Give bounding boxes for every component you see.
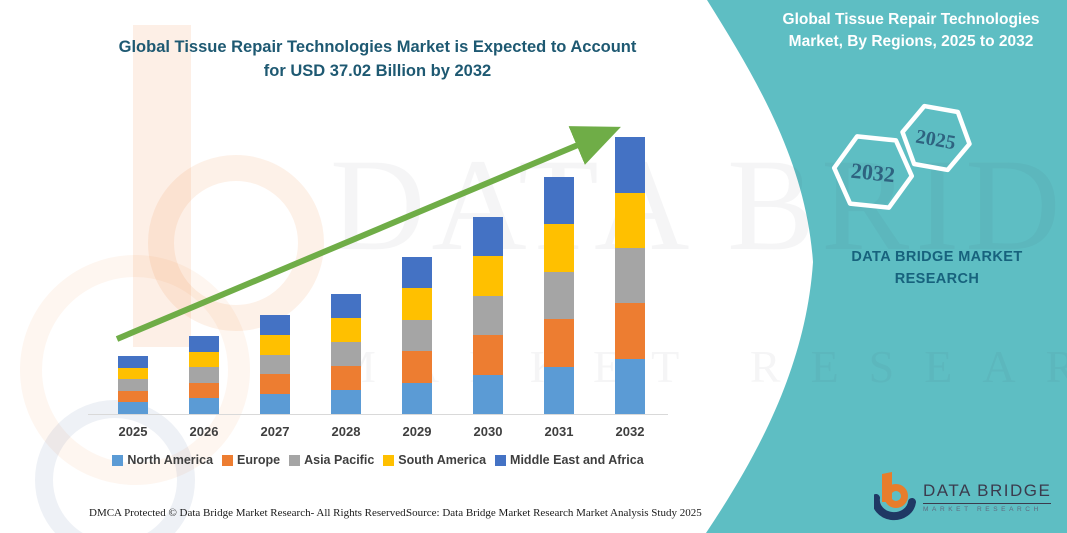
stacked-bar-2025 <box>118 356 148 414</box>
stacked-bar-2027 <box>260 314 290 414</box>
bar-segment-south-america <box>189 351 219 368</box>
bar-segment-north-america <box>118 402 148 414</box>
x-axis-label-2031: 2031 <box>544 424 574 439</box>
side-panel-title: Global Tissue Repair Technologies Market… <box>762 9 1060 54</box>
bar-segment-north-america <box>260 394 290 414</box>
bar-segment-north-america <box>402 382 432 414</box>
legend-swatch <box>222 454 234 466</box>
hexagon-2025: 2025 <box>900 103 972 173</box>
x-axis-label-2027: 2027 <box>260 424 290 439</box>
x-axis-label-2026: 2026 <box>189 424 219 439</box>
stacked-bar-2028 <box>331 294 361 414</box>
stacked-bar-2032 <box>615 137 645 414</box>
bar-segment-asia-pacific <box>189 367 219 383</box>
chart-legend: North America Europe Asia Pacific South Ame… <box>88 453 668 467</box>
legend-item-middle-east-and-africa: Middle East and Africa <box>495 453 644 467</box>
bar-segment-middle-east-and-africa <box>260 314 290 335</box>
legend-label: Asia Pacific <box>304 453 375 467</box>
legend-swatch <box>112 454 124 466</box>
bar-segment-north-america <box>189 398 219 414</box>
x-axis-label-2028: 2028 <box>331 424 361 439</box>
chart-title-line2: for USD 37.02 Billion by 2032 <box>263 61 492 80</box>
legend-label: Europe <box>237 453 281 467</box>
bar-segment-asia-pacific <box>331 342 361 366</box>
x-axis-label-2029: 2029 <box>402 424 432 439</box>
side-panel-title-line2: Market, By Regions, 2025 to 2032 <box>788 33 1034 51</box>
hexagon-2032: 2032 <box>831 134 915 210</box>
source-text: Source: Data Bridge Market Research Mark… <box>406 507 702 519</box>
hexagon-year-2025: 2025 <box>914 126 957 155</box>
bar-segment-north-america <box>473 374 503 414</box>
bar-segment-middle-east-and-africa <box>118 356 148 368</box>
chart-title-line1: Global Tissue Repair Technologies Market… <box>118 38 637 56</box>
hexagon-year-2032: 2032 <box>850 158 896 187</box>
bar-segment-south-america <box>473 256 503 296</box>
bar-segment-south-america <box>402 288 432 320</box>
x-axis-line <box>88 414 668 415</box>
stacked-bar-2026 <box>189 335 219 414</box>
chart-title: Global Tissue Repair Technologies Market… <box>85 36 670 84</box>
stacked-bar-2030 <box>473 216 503 414</box>
bar-segment-middle-east-and-africa <box>189 335 219 352</box>
dmca-text: DMCA Protected © Data Bridge Market Rese… <box>89 507 409 519</box>
bar-segment-middle-east-and-africa <box>473 216 503 257</box>
logo-name: DATA BRIDGE <box>923 481 1052 504</box>
legend-item-asia-pacific: Asia Pacific <box>289 453 374 467</box>
bar-segment-europe <box>189 382 219 399</box>
x-axis-label-2030: 2030 <box>473 424 503 439</box>
bar-segment-south-america <box>118 367 148 380</box>
legend-label: North America <box>127 453 214 467</box>
legend-item-north-america: North America <box>112 453 213 467</box>
bar-segment-asia-pacific <box>260 354 290 375</box>
bar-segment-asia-pacific <box>473 295 503 336</box>
bar-segment-north-america <box>544 366 574 414</box>
bar-segment-europe <box>473 335 503 375</box>
bar-segment-south-america <box>544 224 574 272</box>
legend-label: Middle East and Africa <box>510 453 644 467</box>
year-hexagons: 2032 2025 <box>831 103 972 210</box>
legend-item-europe: Europe <box>222 453 280 467</box>
stacked-bar-2031 <box>544 176 574 414</box>
bar-segment-middle-east-and-africa <box>615 137 645 193</box>
bar-segment-middle-east-and-africa <box>402 256 432 289</box>
legend-swatch <box>495 454 507 466</box>
company-logo: DATA BRIDGE MARKET RESEARCH <box>874 472 1052 522</box>
bar-segment-europe <box>331 366 361 390</box>
stacked-bar-chart <box>88 120 668 414</box>
databridge-logo-icon <box>874 472 916 521</box>
bar-segment-europe <box>118 390 148 403</box>
bar-segment-north-america <box>331 390 361 414</box>
legend-label: South America <box>398 453 487 467</box>
legend-swatch <box>289 454 301 466</box>
bar-segment-north-america <box>615 358 645 414</box>
bar-segment-south-america <box>615 192 645 248</box>
brand-text-line2: RESEARCH <box>894 271 980 288</box>
logo-text: DATA BRIDGE MARKET RESEARCH <box>923 481 1052 513</box>
bar-segment-asia-pacific <box>544 271 574 320</box>
bar-segment-asia-pacific <box>615 247 645 304</box>
x-axis-label-2032: 2032 <box>615 424 645 439</box>
bar-segment-south-america <box>260 334 290 355</box>
bar-segment-asia-pacific <box>118 379 148 391</box>
bar-segment-middle-east-and-africa <box>544 176 574 225</box>
bar-segment-europe <box>544 319 574 367</box>
stacked-bar-2029 <box>402 256 432 414</box>
brand-text: DATA BRIDGE MARKET RESEARCH <box>812 246 1062 291</box>
side-panel-title-line1: Global Tissue Repair Technologies <box>782 11 1040 28</box>
bar-segment-south-america <box>331 318 361 342</box>
x-axis-label-2025: 2025 <box>118 424 148 439</box>
bar-segment-middle-east-and-africa <box>331 294 361 318</box>
bar-segment-europe <box>260 374 290 395</box>
bar-segment-europe <box>402 351 432 383</box>
brand-text-line1: DATA BRIDGE MARKET <box>851 249 1023 265</box>
bar-segment-europe <box>615 303 645 359</box>
bar-segment-asia-pacific <box>402 319 432 352</box>
legend-swatch <box>383 454 395 466</box>
x-axis-labels: 2025 2026 2027 2028 2029 2030 2031 2032 <box>88 424 668 442</box>
logo-subtitle: MARKET RESEARCH <box>923 506 1042 513</box>
legend-item-south-america: South America <box>383 453 486 467</box>
